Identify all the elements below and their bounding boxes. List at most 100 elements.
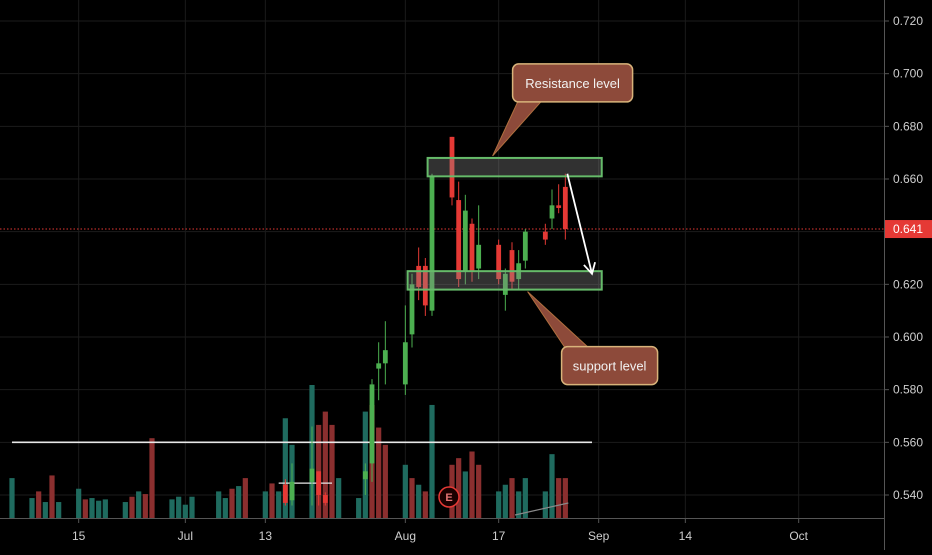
y-tick-label: 0.660	[893, 172, 923, 186]
candle-body	[289, 481, 295, 501]
last-price-badge-bg	[885, 220, 932, 239]
volume-bar	[76, 488, 82, 518]
candle	[556, 184, 562, 214]
volume-bar	[216, 491, 222, 518]
candle-body	[282, 484, 288, 503]
volume-bar	[476, 464, 482, 518]
volume-bar	[149, 438, 155, 518]
volume-bar	[29, 498, 35, 518]
support-label: support level	[573, 359, 647, 374]
volume-bar	[496, 491, 502, 518]
candle	[382, 321, 388, 385]
volume-bar	[269, 483, 275, 518]
candle	[522, 229, 528, 269]
volume-bar	[322, 411, 328, 518]
candle	[549, 189, 555, 230]
callout-pointer	[527, 291, 591, 350]
y-tick-label: 0.720	[893, 14, 923, 28]
volume-bar	[562, 478, 568, 518]
volume-bar	[456, 458, 462, 518]
candle-body	[469, 223, 475, 272]
x-tick-label: 17	[492, 529, 506, 543]
candle-body	[409, 284, 415, 335]
volume-bar	[549, 454, 555, 518]
candle	[562, 173, 568, 240]
x-tick-label: Jul	[178, 529, 193, 543]
volume-bar	[469, 451, 475, 518]
candle-body	[502, 273, 508, 295]
candle-body	[562, 186, 568, 230]
candle	[322, 492, 328, 506]
volume-bar	[376, 427, 382, 518]
volume-bar	[356, 498, 362, 518]
volume-bar	[262, 491, 268, 518]
volume-bar	[329, 424, 335, 518]
candle-layer	[282, 136, 568, 506]
volume-bar	[129, 496, 135, 518]
earnings-circle	[438, 486, 460, 508]
resistance-callout: Resistance level	[492, 63, 634, 157]
volume-bar	[382, 444, 388, 518]
volume-bar	[542, 491, 548, 518]
x-tick-label: 13	[259, 529, 273, 543]
candle-body	[449, 136, 455, 198]
volume-bar	[122, 502, 128, 518]
candle	[309, 426, 315, 506]
volume-bar	[169, 499, 175, 518]
candle	[416, 247, 422, 301]
volume-bar	[409, 478, 415, 518]
volume-bar	[242, 478, 248, 518]
volume-bar	[282, 418, 288, 518]
candle-body	[462, 210, 468, 272]
volume-bar	[229, 488, 235, 518]
volume-trend-line	[514, 502, 569, 516]
last-price-badge: 0.641	[885, 220, 932, 239]
volume-bar	[49, 475, 55, 518]
candle-body	[322, 495, 328, 503]
volume-bar	[42, 502, 48, 518]
candle	[409, 273, 415, 348]
callout-box	[560, 345, 659, 386]
arrow-shaft	[566, 173, 593, 275]
candle	[542, 223, 548, 245]
candle	[369, 379, 375, 482]
support-zone	[406, 270, 603, 291]
volume-bar	[136, 491, 142, 518]
candle	[456, 181, 462, 287]
y-tick-label: 0.540	[893, 488, 923, 502]
volume-bar	[276, 491, 282, 518]
candle-body	[509, 250, 515, 282]
y-tick-label: 0.580	[893, 383, 923, 397]
x-tick-label: Sep	[588, 529, 610, 543]
candle	[449, 136, 455, 206]
callout-pointer	[492, 99, 544, 157]
volume-bar	[56, 502, 62, 518]
candle	[496, 239, 502, 285]
candle	[462, 194, 468, 285]
earnings-label: E	[445, 492, 452, 504]
grid-layer	[0, 0, 884, 518]
volume-bar	[429, 404, 435, 518]
candle-body	[496, 244, 502, 280]
candle	[376, 342, 382, 401]
annotation-layer: Resistance level support level E	[406, 63, 659, 516]
candle	[429, 173, 435, 316]
x-tick-label: 15	[72, 529, 86, 543]
resistance-label: Resistance level	[525, 76, 620, 91]
x-tick-label: Oct	[789, 529, 808, 543]
volume-bar	[102, 499, 108, 518]
volume-bar	[556, 478, 562, 518]
x-tick-label: 14	[679, 529, 693, 543]
volume-bar	[462, 471, 468, 518]
volume-bar	[422, 491, 428, 518]
candle	[402, 305, 408, 395]
candle-body	[542, 231, 548, 240]
arrow-head	[583, 261, 596, 276]
y-tick-label: 0.680	[893, 119, 923, 133]
candle-body	[429, 176, 435, 311]
volume-bar	[522, 478, 528, 518]
y-tick-label: 0.560	[893, 435, 923, 449]
